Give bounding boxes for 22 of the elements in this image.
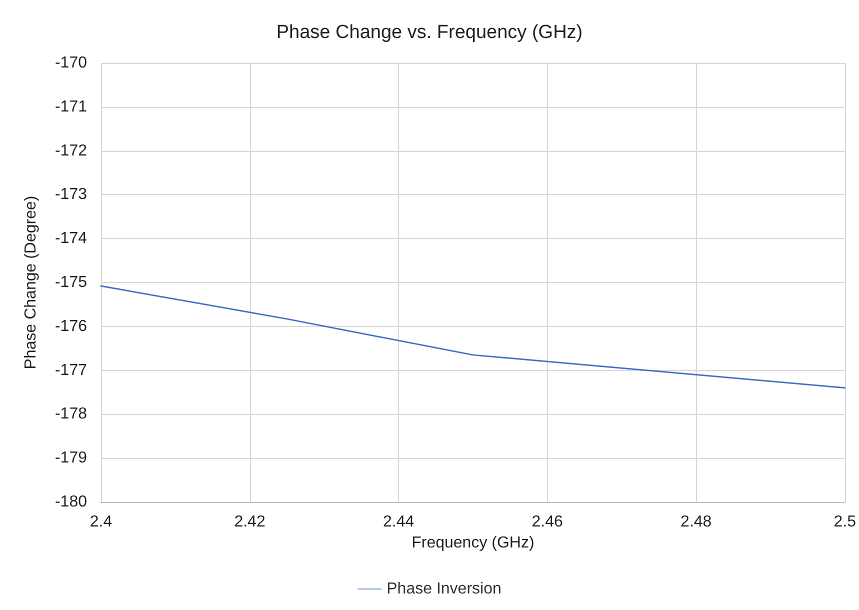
x-tick-label: 2.46 [532,514,563,530]
x-tick-label: 2.5 [834,514,856,530]
y-tick-label: -172 [54,142,88,160]
y-tick-label: -171 [54,98,88,116]
line-series [100,285,846,389]
x-tick-label: 2.44 [382,514,414,530]
y-tick-label: -178 [54,406,88,423]
x-tick-label: 2.48 [680,514,712,530]
legend-label: Phase Inversion [386,580,502,598]
chart-title: Phase Change vs. Frequency (GHz) [276,22,583,43]
x-axis-title: Frequency (GHz) [412,534,534,552]
y-tick-label: -180 [54,494,88,510]
y-tick-label: -176 [54,318,88,335]
y-tick-label: -177 [54,362,88,379]
x-tick-label: 2.42 [234,514,266,530]
y-tick-label: -170 [54,54,88,72]
x-tick-label: 2.4 [90,514,112,530]
y-tick-label: -173 [54,186,88,204]
y-tick-label: -174 [54,230,88,248]
y-tick-label: -179 [54,450,88,467]
y-tick-label: -175 [54,274,88,291]
y-axis-title: Phase Change (Degree) [22,196,40,370]
